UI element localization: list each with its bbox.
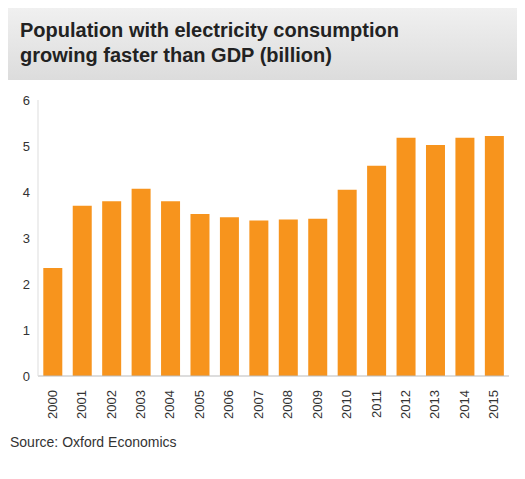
svg-text:2007: 2007 bbox=[251, 390, 266, 419]
svg-text:1: 1 bbox=[23, 323, 30, 338]
svg-text:2008: 2008 bbox=[280, 390, 295, 419]
svg-text:2014: 2014 bbox=[457, 390, 472, 419]
svg-text:2010: 2010 bbox=[339, 390, 354, 419]
svg-text:2005: 2005 bbox=[192, 390, 207, 419]
svg-text:2001: 2001 bbox=[74, 390, 89, 419]
svg-text:6: 6 bbox=[23, 93, 30, 108]
svg-text:2011: 2011 bbox=[369, 390, 384, 418]
svg-text:2: 2 bbox=[23, 277, 30, 292]
svg-text:2013: 2013 bbox=[427, 390, 442, 419]
svg-text:2006: 2006 bbox=[221, 390, 236, 419]
html-text:Source: Oxford Economics: Source: Oxford Economics bbox=[10, 434, 177, 450]
html-text:Population with electricity co: Population with electricity consumption … bbox=[20, 19, 399, 66]
svg-text:0: 0 bbox=[23, 369, 30, 384]
svg-text:2003: 2003 bbox=[133, 390, 148, 419]
svg-text:2015: 2015 bbox=[486, 390, 501, 419]
svg-text:2002: 2002 bbox=[104, 390, 119, 419]
svg-text:2012: 2012 bbox=[398, 390, 413, 419]
svg-text:5: 5 bbox=[23, 139, 30, 154]
svg-text:2004: 2004 bbox=[162, 390, 177, 419]
svg-text:3: 3 bbox=[23, 231, 30, 246]
svg-text:2000: 2000 bbox=[45, 390, 60, 419]
svg-text:4: 4 bbox=[23, 185, 30, 200]
svg-text:2009: 2009 bbox=[310, 390, 325, 419]
